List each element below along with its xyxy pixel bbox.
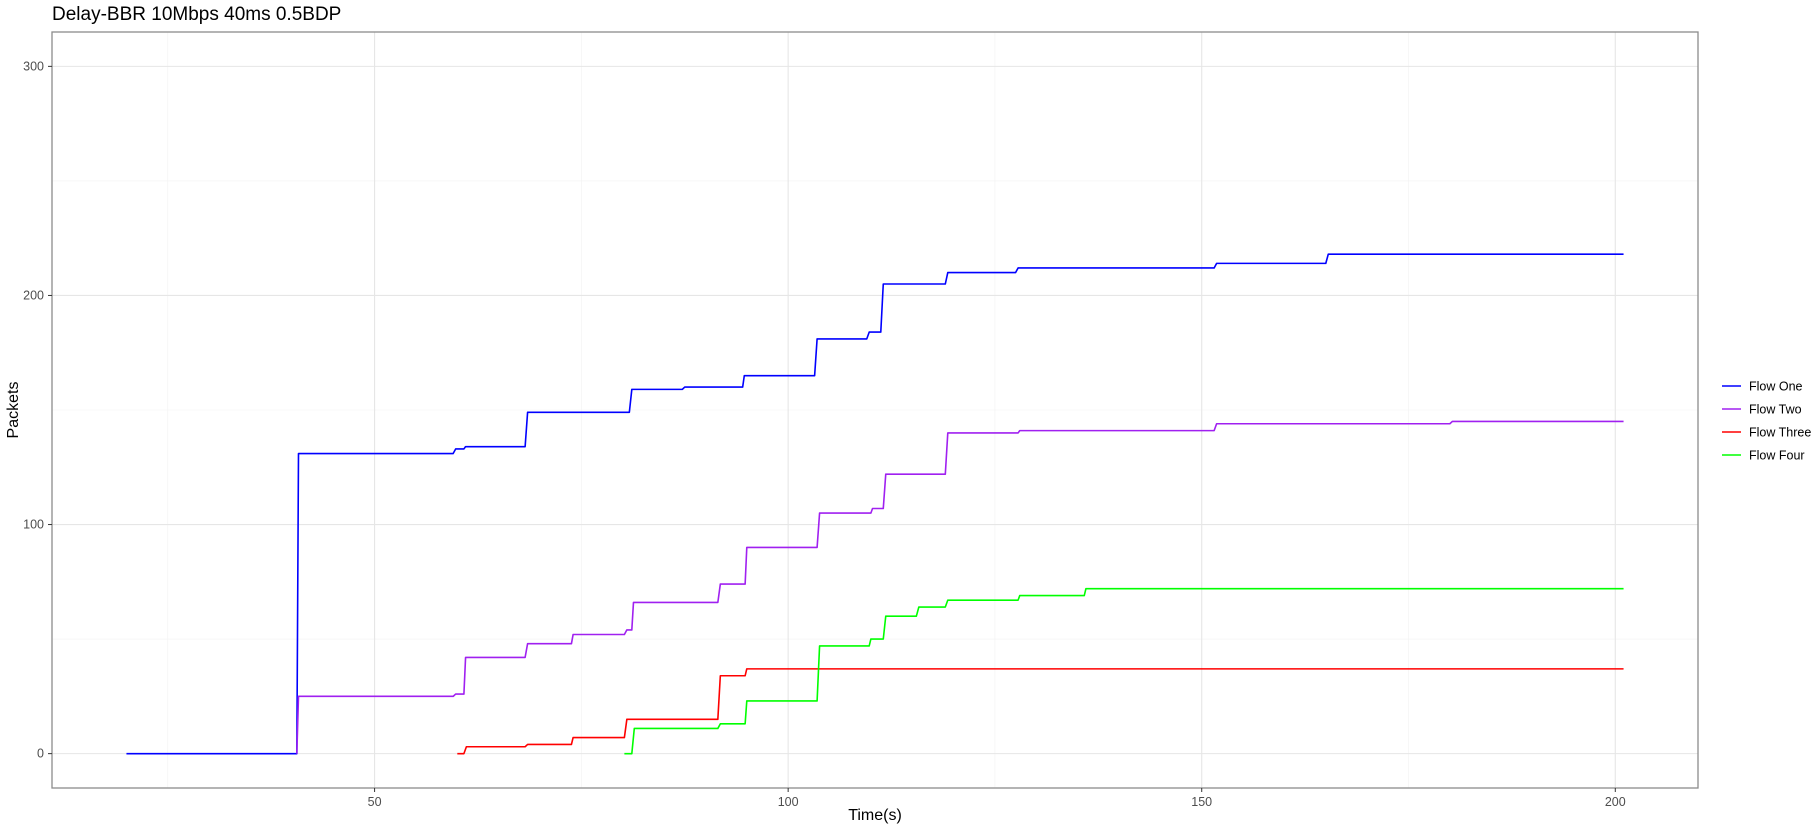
series-layer	[126, 253, 1624, 755]
plot-panel	[51, 31, 1699, 789]
y-tick-label: 300	[23, 59, 44, 73]
x-tick-label: 50	[368, 795, 382, 809]
x-tick-label: 200	[1605, 795, 1626, 809]
y-axis-label: Packets	[5, 382, 22, 439]
series-line-1	[126, 253, 1624, 755]
legend-label-2: Flow Two	[1749, 403, 1802, 417]
x-axis-label: Time(s)	[848, 807, 902, 824]
series-line-2	[296, 420, 1624, 754]
x-tick-label: 150	[1191, 795, 1212, 809]
x-tick-label: 100	[778, 795, 799, 809]
y-tick-label: 200	[23, 288, 44, 302]
series-line-3	[457, 668, 1624, 755]
legend-label-3: Flow Three	[1749, 426, 1811, 440]
series-line-4	[624, 587, 1624, 755]
chart-title: Delay-BBR 10Mbps 40ms 0.5BDP	[52, 4, 341, 25]
y-tick-label: 100	[23, 518, 44, 532]
legend: Flow One Flow Two Flow Three Flow Four	[1722, 380, 1811, 463]
y-tick-label: 0	[37, 747, 44, 761]
axis-ticks: 50 100 150 200 0 100 200 300	[23, 59, 1626, 809]
legend-label-4: Flow Four	[1749, 449, 1805, 463]
legend-label-1: Flow One	[1749, 380, 1803, 394]
grid-lines	[52, 32, 1698, 788]
